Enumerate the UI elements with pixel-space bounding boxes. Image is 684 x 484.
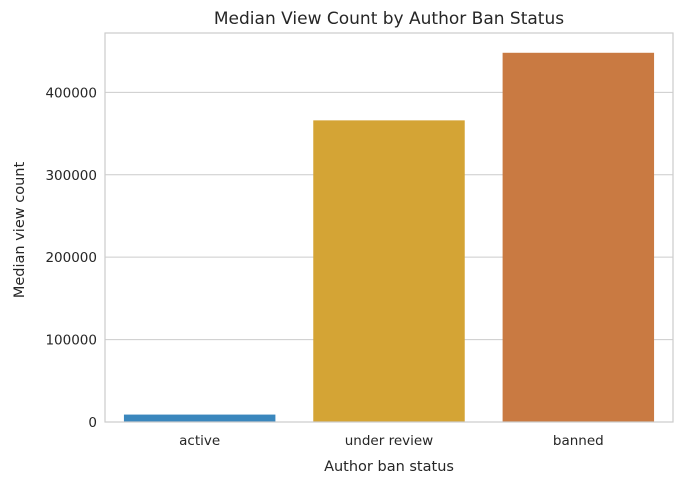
chart-title: Median View Count by Author Ban Status [214,9,564,29]
x-tick-label: banned [553,433,604,449]
y-tick-label: 400000 [45,85,97,101]
x-tick-label: under review [345,433,433,449]
plot-frame [104,32,674,423]
y-tick-label: 100000 [45,333,97,349]
x-axis-label: Author ban status [324,459,454,475]
y-axis-label: Median view count [12,162,28,299]
bar-active [123,414,276,422]
y-tick-label: 200000 [45,250,97,266]
y-tick-label: 300000 [45,168,97,184]
y-tick-label: 0 [88,415,97,431]
bar-banned [502,52,655,422]
x-tick-label: active [179,433,220,449]
bars [123,52,655,422]
y-tick-labels: 0 100000 200000 300000 400000 [45,85,97,431]
bar-under-review [313,120,465,422]
x-tick-labels: active under review banned [179,433,604,449]
